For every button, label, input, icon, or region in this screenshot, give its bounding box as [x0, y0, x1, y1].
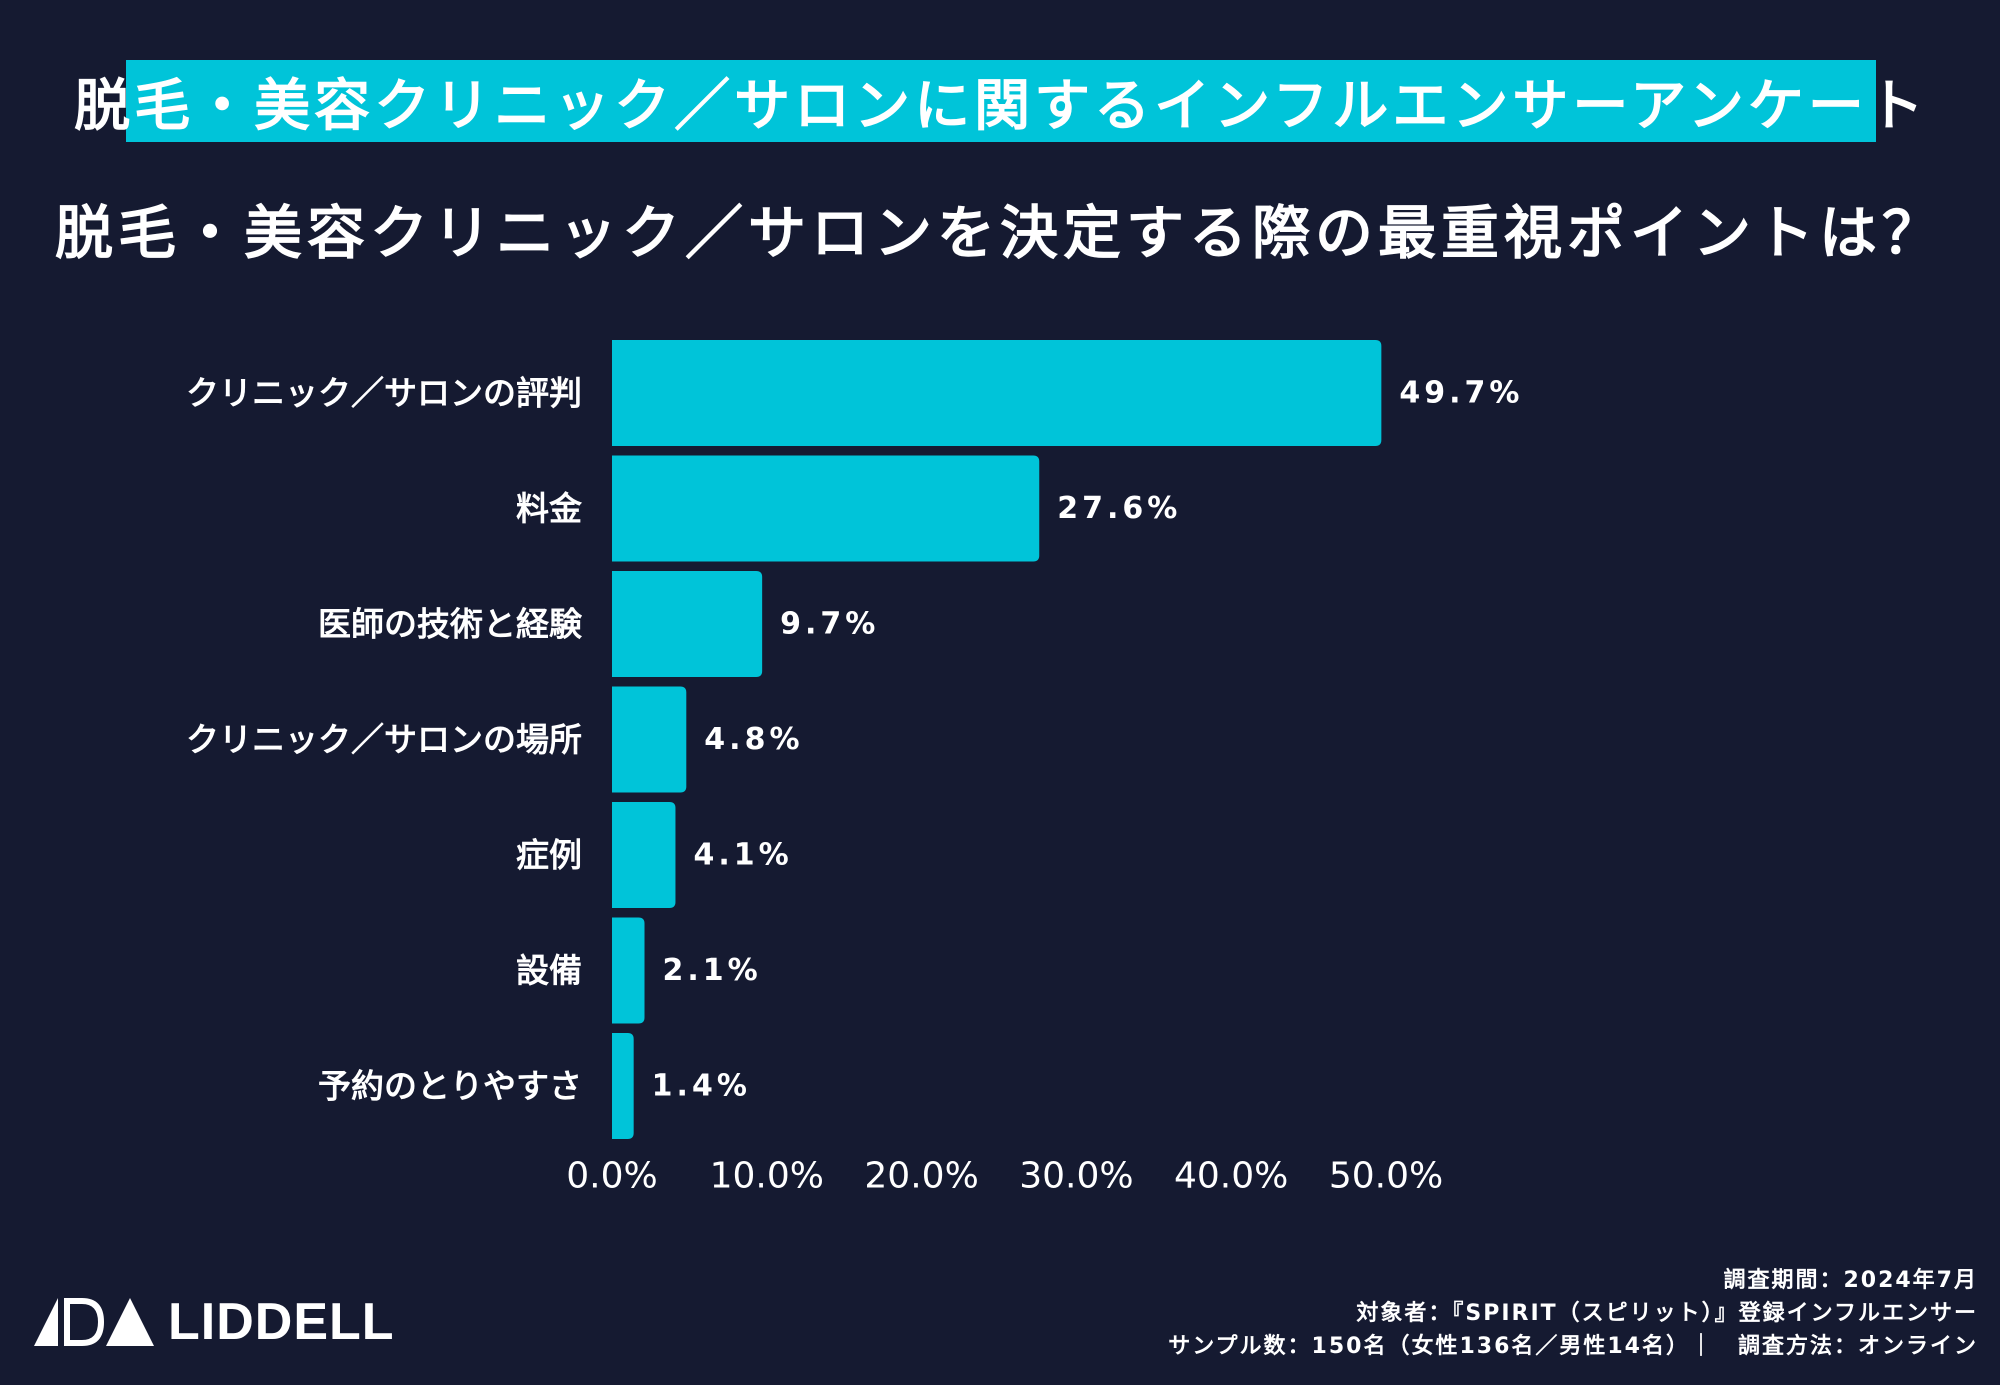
bar — [612, 571, 763, 677]
category-label: 予約のとりやすさ — [318, 1067, 582, 1106]
bar-chart: クリニック／サロンの評判 49.7% 料金 27.6% 医師の技術と経験 9.7% クリニッ… — [186, 340, 1523, 1197]
x-tick-label: 0.0% — [566, 1156, 657, 1197]
category-label: 症例 — [516, 836, 582, 875]
category-label: 医師の技術と経験 — [318, 605, 583, 644]
bar — [612, 340, 1382, 446]
survey-period: 調査期間：2024年7月 — [1723, 1268, 1978, 1293]
value-label: 9.7% — [780, 607, 879, 642]
survey-footer: 調査期間：2024年7月 対象者：『SPIRIT（スピリット）』登録インフルエン… — [1168, 1264, 1978, 1363]
category-label: 料金 — [516, 489, 583, 528]
x-tick-label: 40.0% — [1174, 1156, 1288, 1197]
survey-banner: 脱毛・美容クリニック／サロンに関するインフルエンサーアンケート — [74, 60, 1924, 142]
liddell-logo-icon — [34, 1298, 154, 1346]
chart-title: 脱毛・美容クリニック／サロンを決定する際の最重視ポイントは？ — [54, 199, 1945, 267]
value-label: 27.6% — [1057, 491, 1181, 526]
value-label: 4.8% — [704, 722, 803, 757]
x-tick-label: 50.0% — [1329, 1156, 1443, 1197]
category-label: クリニック／サロンの場所 — [186, 720, 582, 759]
banner-title: 脱毛・美容クリニック／サロンに関するインフルエンサーアンケート — [74, 73, 1928, 139]
value-label: 2.1% — [663, 953, 762, 988]
x-tick-label: 10.0% — [710, 1156, 824, 1197]
bar — [612, 455, 1040, 562]
x-tick-label: 30.0% — [1019, 1156, 1133, 1197]
value-label: 4.1% — [693, 838, 792, 873]
bar — [612, 917, 645, 1024]
value-label: 1.4% — [652, 1069, 751, 1104]
survey-sample: サンプル数：150名（女性136名／男性14名）｜ 調査方法：オンライン — [1168, 1334, 1978, 1359]
bar — [612, 1033, 634, 1139]
x-tick-label: 20.0% — [864, 1156, 978, 1197]
bar — [612, 686, 687, 793]
category-label: 設備 — [516, 951, 582, 990]
logo-text: LIDDELL — [168, 1293, 395, 1351]
value-label: 49.7% — [1399, 376, 1523, 411]
survey-target: 対象者：『SPIRIT（スピリット）』登録インフルエンサー — [1356, 1301, 1978, 1326]
bar — [612, 802, 676, 908]
category-label: クリニック／サロンの評判 — [186, 374, 582, 413]
logo: LIDDELL — [34, 1296, 395, 1348]
